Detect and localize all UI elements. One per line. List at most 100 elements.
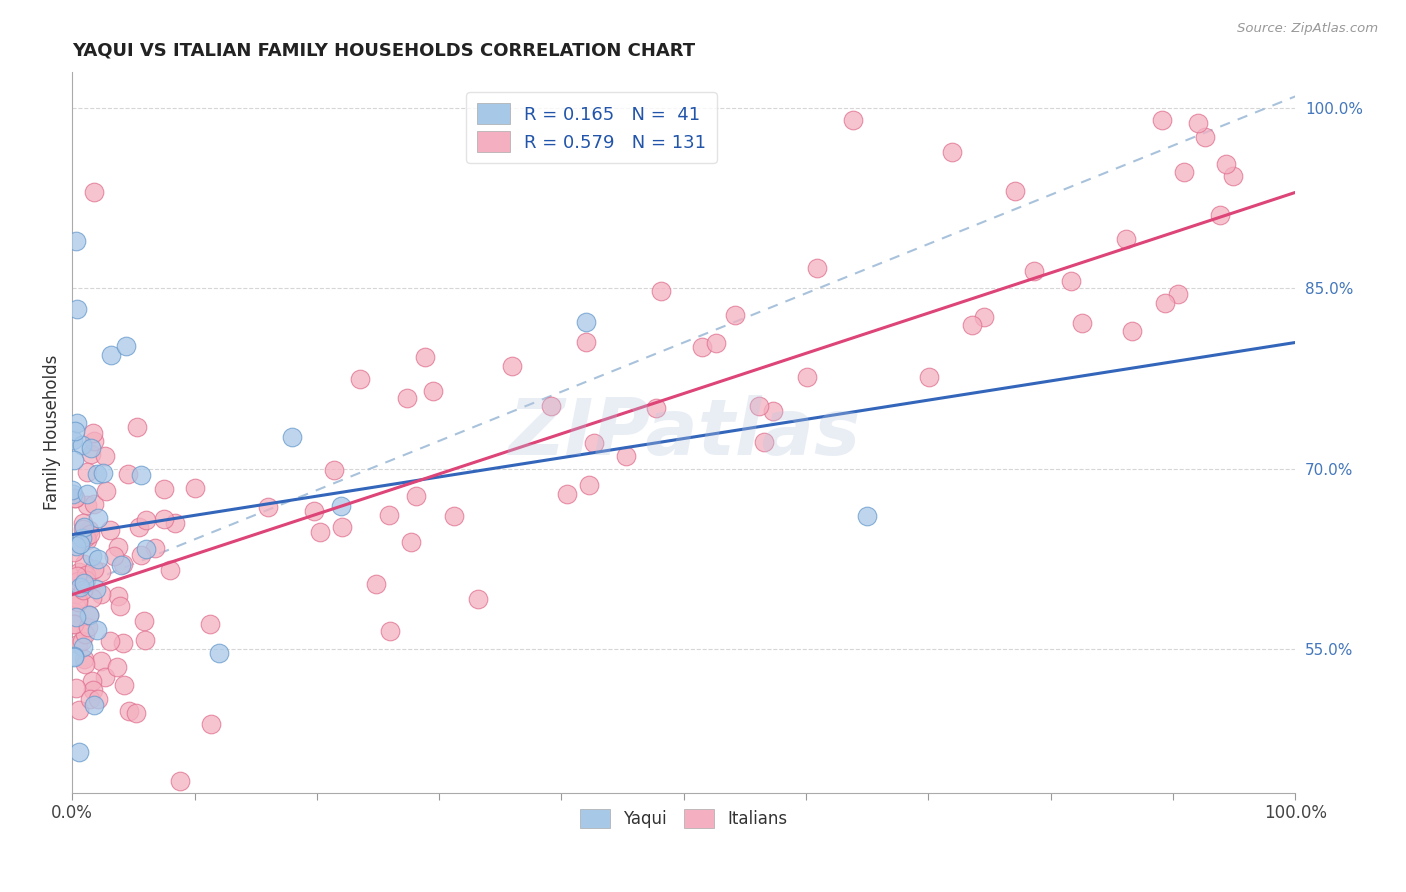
Point <box>82 549 104 564</box>
Point <box>87 511 110 525</box>
Point <box>75 573 97 587</box>
Point <box>65 539 87 553</box>
Point <box>762 403 785 417</box>
Point <box>125 706 148 720</box>
Point <box>67 565 90 579</box>
Point <box>79 441 101 455</box>
Point <box>72 640 94 655</box>
Point <box>103 549 125 563</box>
Point <box>91 466 114 480</box>
Point <box>76 533 98 547</box>
Point <box>208 646 231 660</box>
Point <box>63 491 86 506</box>
Point <box>83 186 105 200</box>
Text: Source: ZipAtlas.com: Source: ZipAtlas.com <box>1237 22 1378 36</box>
Point <box>66 595 89 609</box>
Point <box>1215 157 1237 171</box>
Point <box>62 452 84 467</box>
Point <box>399 534 422 549</box>
Point <box>77 523 100 537</box>
Point <box>62 487 84 501</box>
Point <box>67 703 90 717</box>
Point <box>105 660 128 674</box>
Point <box>63 616 86 631</box>
Text: YAQUI VS ITALIAN FAMILY HOUSEHOLDS CORRELATION CHART: YAQUI VS ITALIAN FAMILY HOUSEHOLDS CORRE… <box>72 42 696 60</box>
Point <box>322 463 344 477</box>
Point <box>422 384 444 398</box>
Point <box>94 449 117 463</box>
Point <box>165 516 187 530</box>
Point <box>77 620 100 634</box>
Point <box>82 426 104 441</box>
Text: ZIPatlas: ZIPatlas <box>508 394 860 471</box>
Point <box>83 698 105 712</box>
Point <box>73 520 96 534</box>
Point <box>806 261 828 276</box>
Point <box>748 399 770 413</box>
Point <box>117 467 139 482</box>
Point <box>378 508 401 523</box>
Point <box>69 580 91 594</box>
Point <box>302 503 325 517</box>
Point <box>330 499 353 513</box>
Point <box>1167 286 1189 301</box>
Point <box>66 569 89 583</box>
Point <box>1173 165 1195 179</box>
Point <box>67 745 90 759</box>
Point <box>65 681 87 695</box>
Point <box>135 513 157 527</box>
Point <box>69 537 91 551</box>
Point <box>644 401 666 416</box>
Point <box>1022 264 1045 278</box>
Point <box>72 582 94 597</box>
Point <box>127 420 149 434</box>
Point <box>349 372 371 386</box>
Point <box>75 567 97 582</box>
Point <box>70 438 93 452</box>
Point <box>66 637 89 651</box>
Point <box>83 562 105 576</box>
Point <box>63 491 86 505</box>
Point <box>90 586 112 600</box>
Point <box>856 508 879 523</box>
Point <box>332 520 354 534</box>
Point <box>62 649 84 664</box>
Point <box>82 591 104 606</box>
Point <box>378 624 401 638</box>
Point <box>308 524 330 539</box>
Point <box>752 435 775 450</box>
Point <box>67 574 90 589</box>
Point <box>135 541 157 556</box>
Point <box>575 335 598 350</box>
Point <box>704 336 727 351</box>
Point <box>159 562 181 576</box>
Point <box>107 540 129 554</box>
Point <box>111 636 134 650</box>
Point <box>80 447 103 461</box>
Point <box>1004 184 1026 198</box>
Point <box>98 634 121 648</box>
Point <box>132 614 155 628</box>
Point <box>395 391 418 405</box>
Point <box>62 617 84 632</box>
Point <box>796 370 818 384</box>
Point <box>77 608 100 623</box>
Point <box>650 284 672 298</box>
Point <box>555 486 578 500</box>
Point <box>63 605 86 619</box>
Point <box>129 467 152 482</box>
Point <box>413 350 436 364</box>
Legend: Yaqui, Italians: Yaqui, Italians <box>574 802 794 835</box>
Point <box>73 557 96 571</box>
Point <box>87 552 110 566</box>
Point <box>1150 113 1173 128</box>
Point <box>1071 316 1094 330</box>
Point <box>724 308 747 322</box>
Point <box>143 541 166 555</box>
Point <box>1121 324 1143 338</box>
Point <box>114 339 136 353</box>
Point <box>1060 274 1083 288</box>
Point <box>128 520 150 534</box>
Point <box>575 316 598 330</box>
Point <box>90 654 112 668</box>
